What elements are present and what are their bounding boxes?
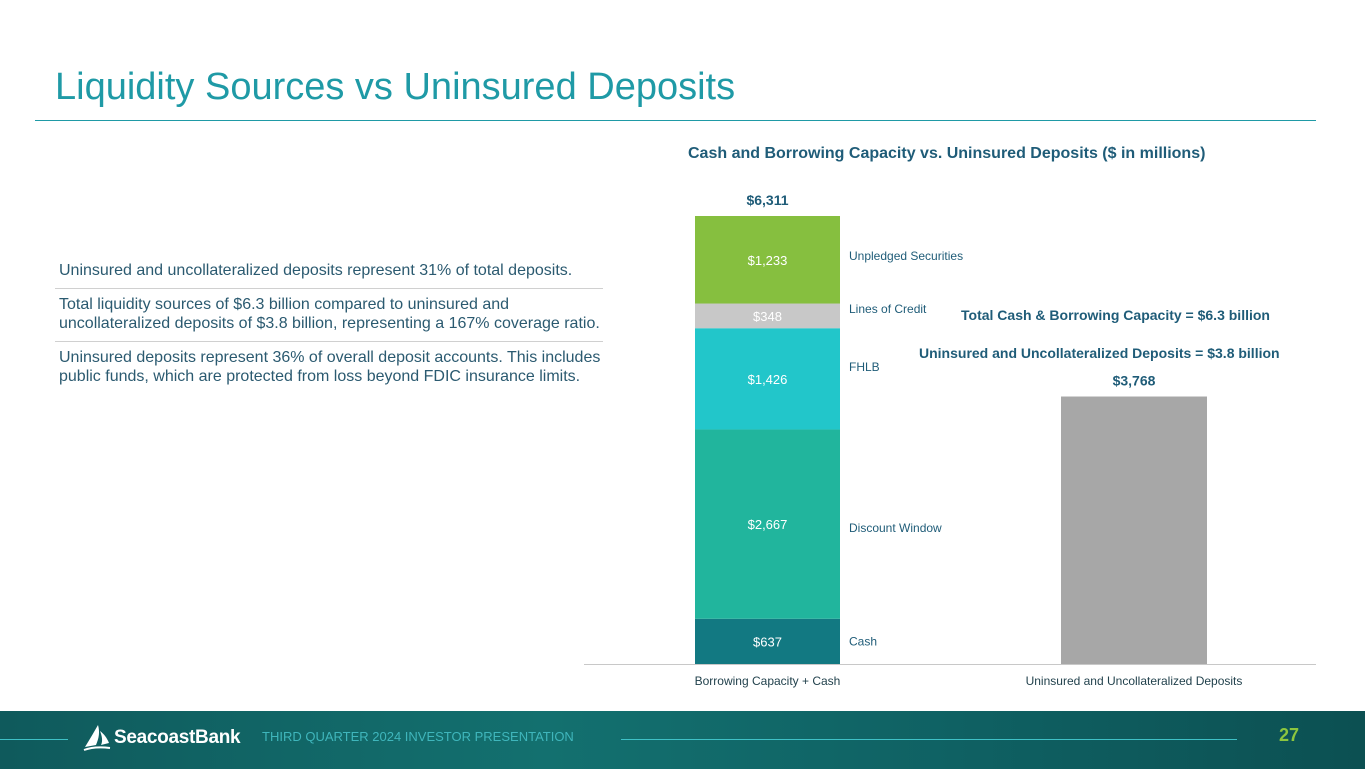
series-legend-label: FHLB <box>849 360 880 374</box>
series-legend-label: Lines of Credit <box>849 302 927 316</box>
category-label: Uninsured and Uncollateralized Deposits <box>1026 674 1243 688</box>
capacity-annotation: Total Cash & Borrowing Capacity = $6.3 b… <box>961 307 1270 323</box>
total-label: $3,768 <box>1113 373 1156 389</box>
title-divider <box>35 120 1316 121</box>
data-label: $1,233 <box>748 253 788 268</box>
footer-line-left <box>0 739 68 740</box>
bar-segment <box>695 216 840 304</box>
series-legend-label: Cash <box>849 634 877 648</box>
bar-segment <box>1061 396 1207 664</box>
bar-segment <box>695 618 840 664</box>
series-legend-label: Discount Window <box>849 521 942 535</box>
bullet-item: Uninsured deposits represent 36% of over… <box>59 349 601 385</box>
data-label: $637 <box>753 634 782 649</box>
footer-line-right <box>621 739 1237 740</box>
sail-logo-icon <box>83 725 111 751</box>
bullet-item: Uninsured and uncollateralized deposits … <box>55 255 603 289</box>
bullet-item: Total liquidity sources of $6.3 billion … <box>55 289 603 342</box>
category-label: Borrowing Capacity + Cash <box>695 674 841 688</box>
bar-segment <box>695 429 840 619</box>
bar-segment <box>695 328 840 430</box>
series-legend-label: Unpledged Securities <box>849 249 963 263</box>
page-number: 27 <box>1279 725 1300 745</box>
data-label: $348 <box>753 309 782 324</box>
footer-bar: SeacoastBank THIRD QUARTER 2024 INVESTOR… <box>0 711 1365 769</box>
data-label: $2,667 <box>748 517 788 532</box>
chart-title: Cash and Borrowing Capacity vs. Uninsure… <box>688 145 1206 162</box>
brand-name: SeacoastBank <box>114 727 241 748</box>
bar-segment <box>695 303 840 329</box>
seacoast-logo: SeacoastBank <box>82 723 241 753</box>
data-label: $1,426 <box>748 372 788 387</box>
uninsured-annotation: Uninsured and Uncollateralized Deposits … <box>919 345 1280 361</box>
bullet-list: Uninsured and uncollateralized deposits … <box>55 255 603 394</box>
presentation-title: THIRD QUARTER 2024 INVESTOR PRESENTATION <box>262 729 574 744</box>
page-title: Liquidity Sources vs Uninsured Deposits <box>55 66 736 108</box>
total-label: $6,311 <box>746 192 788 208</box>
stacked-bar-chart: $637 Cash $2,667 Discount Window $1,426 FHLB $… <box>584 192 1316 688</box>
